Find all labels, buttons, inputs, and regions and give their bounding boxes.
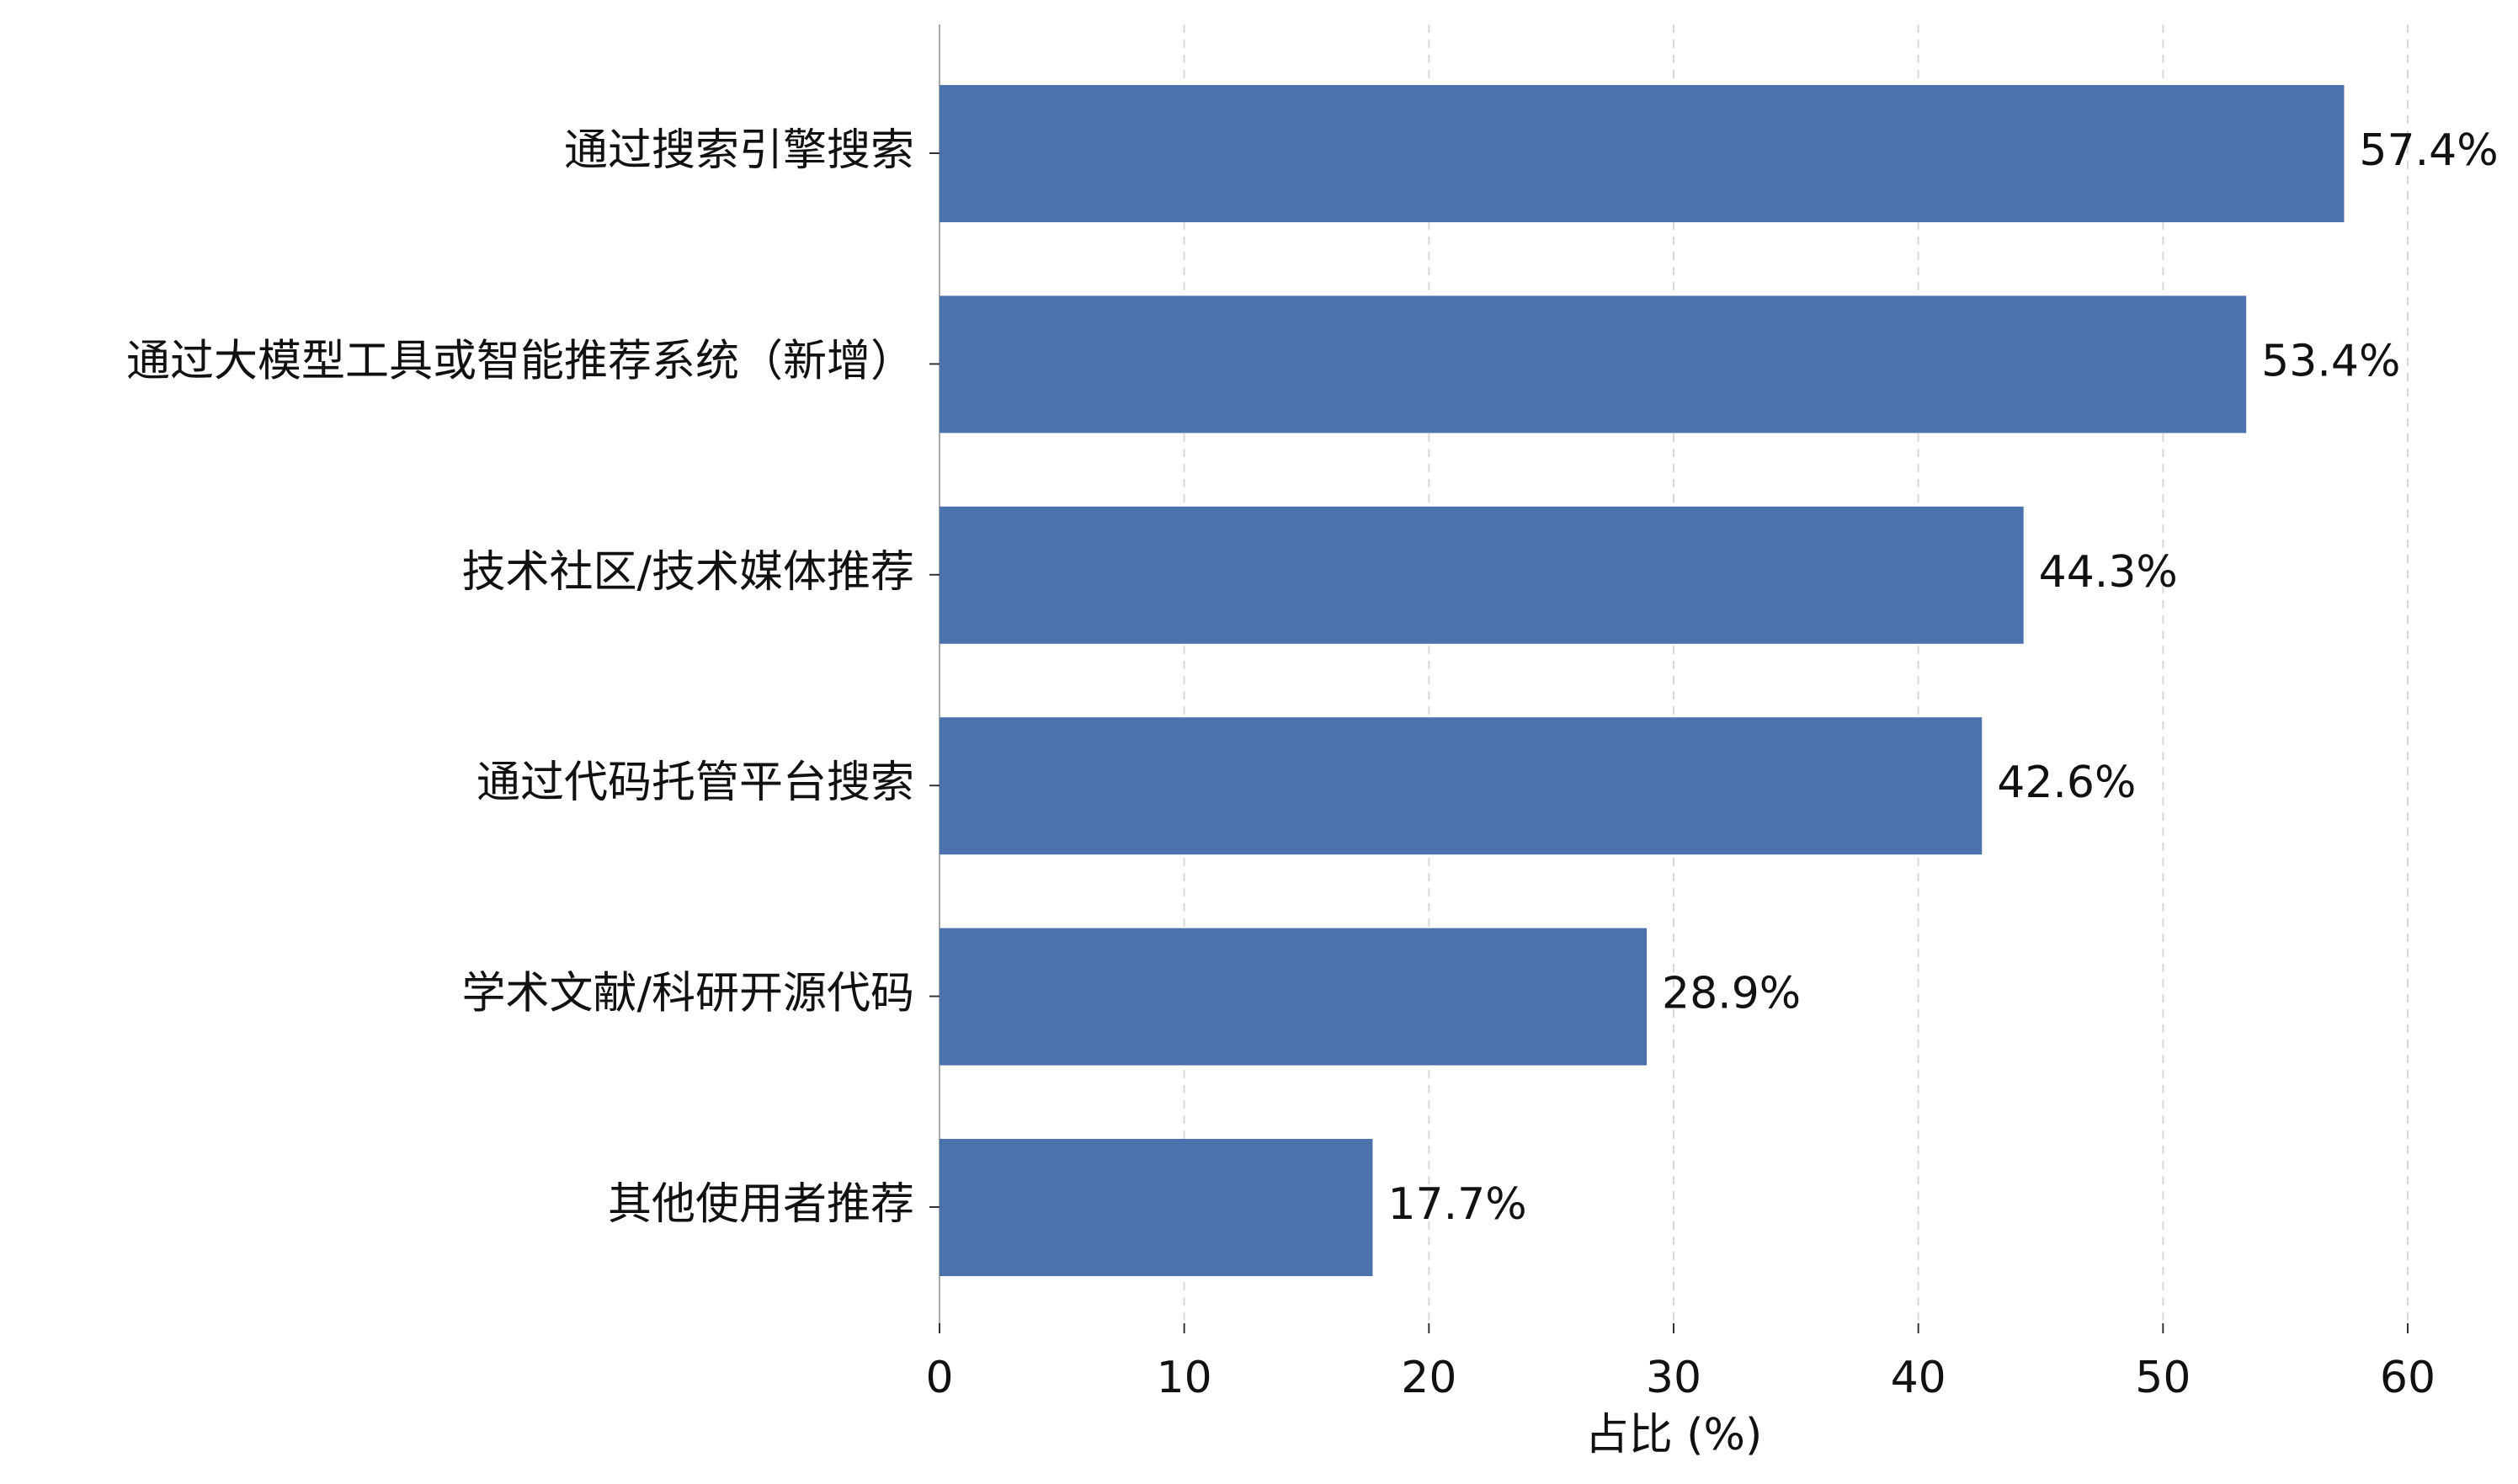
x-tick-label: 20 bbox=[1401, 1353, 1456, 1403]
value-label: 17.7% bbox=[1387, 1179, 1526, 1230]
x-tick-label: 50 bbox=[2135, 1353, 2191, 1403]
y-tick-label: 其他使用者推荐 bbox=[608, 1179, 914, 1230]
value-label: 53.4% bbox=[2261, 336, 2400, 386]
y-tick-label: 通过大模型工具或智能推荐系统（新增） bbox=[126, 336, 914, 386]
x-tick-label: 60 bbox=[2380, 1353, 2435, 1403]
bar bbox=[940, 506, 2024, 644]
bar bbox=[940, 295, 2247, 433]
bar bbox=[940, 928, 1648, 1066]
y-tick-label: 通过代码托管平台搜索 bbox=[476, 758, 914, 808]
x-tick-label: 40 bbox=[1891, 1353, 1946, 1403]
y-tick-label: 学术文献/科研开源代码 bbox=[461, 969, 914, 1019]
bar bbox=[940, 717, 1983, 855]
x-tick-label: 30 bbox=[1646, 1353, 1701, 1403]
bar bbox=[940, 1139, 1373, 1276]
bar bbox=[940, 85, 2345, 222]
value-label: 44.3% bbox=[2039, 547, 2178, 598]
value-label: 42.6% bbox=[1997, 758, 2136, 808]
x-tick-label: 0 bbox=[925, 1353, 953, 1403]
x-axis-label: 占比 (%) bbox=[1585, 1410, 1763, 1460]
y-tick-label: 技术社区/技术媒体推荐 bbox=[461, 547, 914, 598]
value-label: 28.9% bbox=[1662, 969, 1801, 1019]
x-tick-label: 10 bbox=[1157, 1353, 1212, 1403]
y-tick-label: 通过搜索引擎搜索 bbox=[564, 125, 914, 176]
value-label: 57.4% bbox=[2359, 125, 2498, 176]
